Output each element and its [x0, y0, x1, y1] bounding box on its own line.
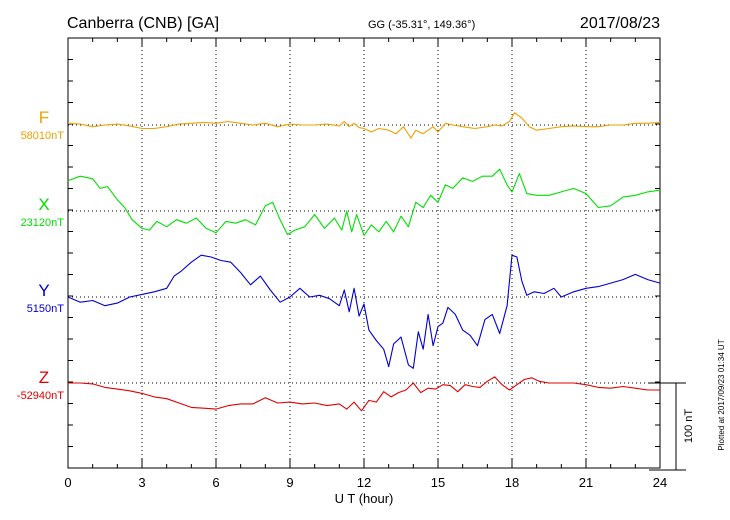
x-tick-label: 24: [653, 475, 667, 490]
series-baseline-Y: 5150nT: [27, 303, 65, 315]
series-name-Z: Z: [39, 368, 49, 387]
series-line-F: [67, 112, 661, 139]
axis-ticks: [67, 38, 661, 468]
series-line-Z: [68, 376, 660, 412]
x-tick-labels: 0 3 6 9 12 15 18 21 24: [64, 475, 667, 490]
x-tick-label: 9: [286, 475, 293, 490]
scale-bar-label: 100 nT: [683, 409, 695, 444]
x-tick-label: 3: [138, 475, 145, 490]
chart-title: Canberra (CNB) [GA]: [67, 15, 219, 32]
series-layer: [67, 112, 661, 412]
series-labels: F 58010nT X 23120nT Y 5150nT Z -52940nT: [17, 108, 64, 402]
plotted-timestamp: Plotted at 2017/09/23 01:34 UT: [717, 339, 726, 450]
series-name-Y: Y: [38, 281, 49, 300]
series-line-Y: [67, 254, 661, 369]
series-name-X: X: [38, 195, 49, 214]
chart-date: 2017/08/23: [580, 15, 660, 32]
scale-bar: 100 nT: [649, 382, 695, 471]
x-tick-label: 15: [431, 475, 445, 490]
x-tick-label: 6: [212, 475, 219, 490]
coordinates-label: GG (-35.31°, 149.36°): [368, 19, 475, 31]
series-line-X: [67, 168, 661, 236]
series-baseline-Z: -52940nT: [17, 390, 64, 402]
x-axis-label: U T (hour): [335, 491, 394, 506]
grid: [68, 38, 660, 468]
series-name-F: F: [39, 108, 49, 127]
x-tick-label: 18: [505, 475, 519, 490]
x-tick-label: 12: [357, 475, 371, 490]
x-tick-label: 21: [579, 475, 593, 490]
x-tick-label: 0: [64, 475, 71, 490]
series-baseline-F: 58010nT: [21, 130, 65, 142]
series-baseline-X: 23120nT: [21, 217, 65, 229]
